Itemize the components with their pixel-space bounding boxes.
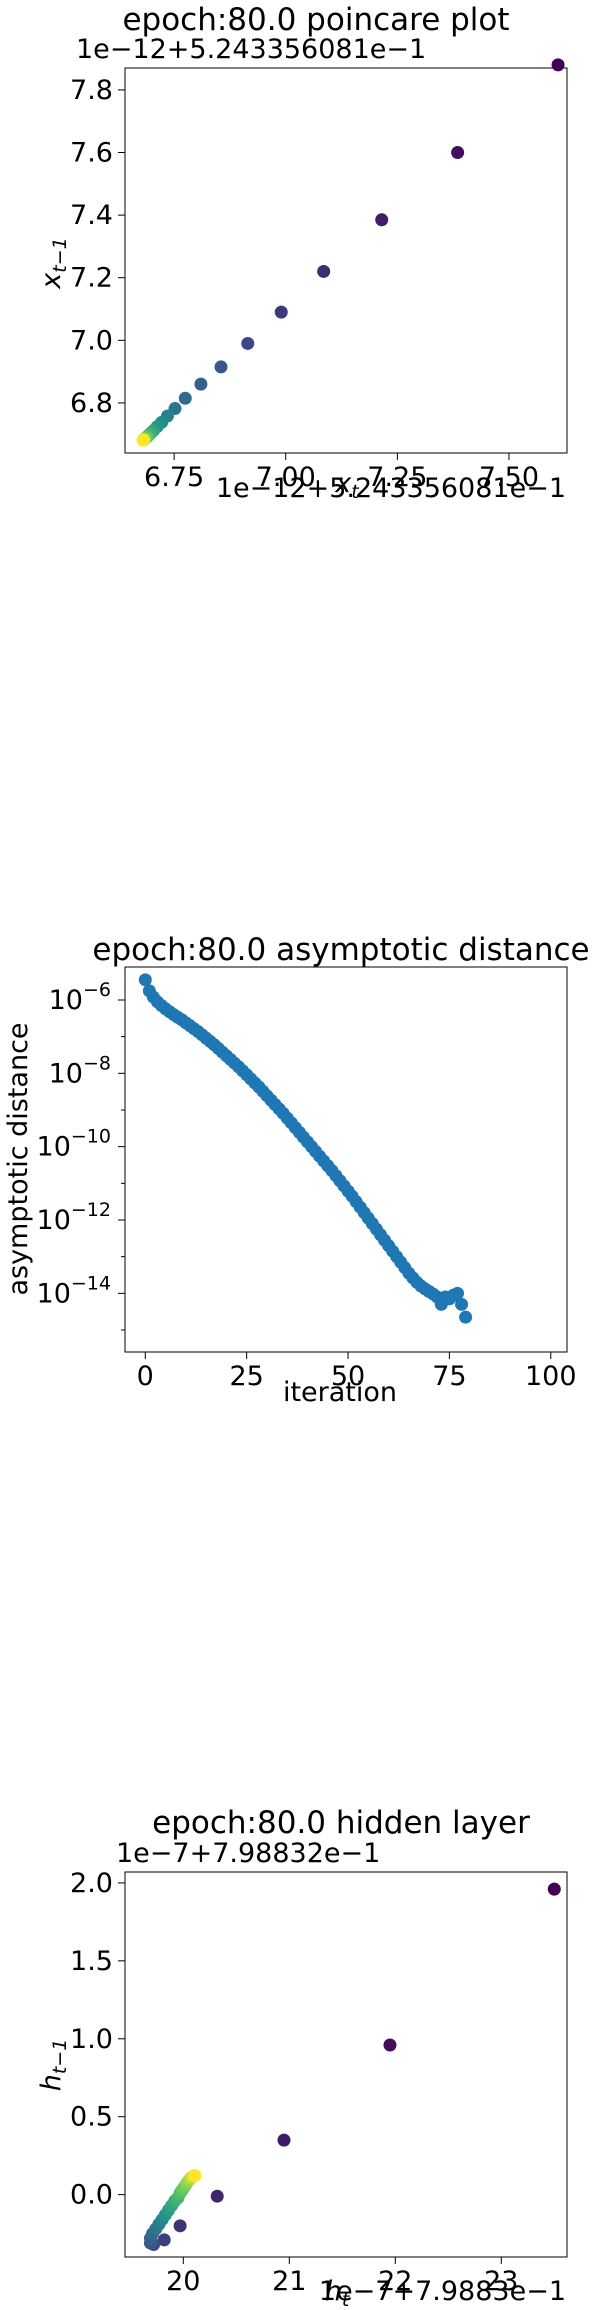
y-tick-label: 10−12 — [37, 1199, 111, 1236]
y-axis: 6.8 7.0 7.2 7.4 7.6 7.8 — [70, 75, 125, 419]
scatter-point — [241, 336, 255, 350]
asymptotic-distance-chart: epoch:80.0 asymptotic distance 0 25 50 75 10… — [3, 932, 590, 1408]
y-tick-label: 6.8 — [70, 388, 113, 419]
y-tick-label: 0.5 — [70, 2102, 113, 2133]
scatter-point — [551, 58, 565, 72]
scatter-point — [375, 213, 389, 227]
plot-area — [124, 966, 568, 1353]
plot-area — [124, 1871, 568, 2258]
scatter-point — [451, 146, 465, 160]
x-tick-label: 20 — [166, 2266, 200, 2297]
y-axis: 0.0 0.5 1.0 1.5 2.0 — [70, 1868, 125, 2211]
y-axis-label: ht−1 — [36, 2039, 71, 2092]
x-tick-label: 100 — [525, 1361, 577, 1392]
scatter-point — [136, 433, 150, 447]
x-axis: 6.75 7.00 7.25 7.50 — [144, 453, 539, 493]
scatter-point — [210, 2189, 224, 2203]
x-tick-label: 75 — [432, 1361, 466, 1392]
x-tick-label: 25 — [229, 1361, 263, 1392]
y-tick-label: 10−6 — [49, 979, 111, 1016]
x-axis: 0 25 50 75 100 — [137, 1352, 577, 1392]
scatter-points — [136, 58, 565, 447]
scatter-point — [451, 1286, 465, 1300]
scatter-point — [317, 264, 331, 278]
scatter-point — [138, 973, 152, 987]
scatter-point — [214, 360, 228, 374]
scatter-point — [173, 2219, 187, 2233]
scatter-point — [277, 2133, 291, 2147]
y-axis-label: xt−1 — [36, 237, 71, 289]
y-tick-label: 0.0 — [70, 2180, 113, 2211]
y-offset-label: 1e−7+7.98832e−1 — [116, 1838, 380, 1869]
x-tick-label: 7.00 — [256, 462, 316, 493]
y-tick-label: 2.0 — [70, 1868, 113, 1899]
x-offset-label: 1e−12+5.243356081e−1 — [216, 473, 566, 504]
x-tick-label: 23 — [484, 2266, 518, 2297]
scatter-point — [188, 2169, 202, 2183]
x-offset-label: 1e−7+7.9883e−1 — [319, 2276, 566, 2307]
scatter-point — [178, 391, 192, 405]
y-tick-label: 7.6 — [70, 138, 113, 169]
y-tick-label: 1.0 — [70, 2024, 113, 2055]
y-tick-label: 7.0 — [70, 325, 113, 356]
x-tick-label: 22 — [378, 2266, 412, 2297]
chart-title: epoch:80.0 poincare plot — [122, 2, 509, 38]
y-tick-label: 10−8 — [49, 1052, 111, 1089]
y-tick-label: 1.5 — [70, 1946, 113, 1977]
x-tick-label: 6.75 — [144, 462, 204, 493]
scatter-point — [459, 1310, 473, 1324]
scatter-point — [383, 2038, 397, 2052]
y-tick-label: 7.2 — [70, 263, 113, 294]
y-tick-label: 10−14 — [37, 1272, 111, 1309]
y-axis: 10−6 10−8 10−10 10−12 10−14 — [37, 979, 125, 1331]
poincare-plot-chart: epoch:80.0 poincare plot 1e−12+5.2433560… — [36, 2, 568, 504]
y-tick-label: 7.4 — [70, 200, 113, 231]
scatter-point — [547, 1882, 561, 1896]
hidden-layer-chart: epoch:80.0 hidden layer 1e−7+7.98832e−1 … — [36, 1805, 568, 2310]
x-tick-label: 0 — [137, 1361, 154, 1392]
x-axis: 20 21 22 23 — [166, 2257, 518, 2297]
scatter-points — [143, 1882, 561, 2252]
y-axis-label: asymptotic distance — [3, 1022, 34, 1295]
scatter-point — [157, 2233, 171, 2247]
scatter-point — [194, 377, 208, 391]
x-tick-label: 7.50 — [479, 462, 539, 493]
x-tick-label: 7.25 — [367, 462, 427, 493]
chart-title: epoch:80.0 asymptotic distance — [92, 932, 589, 968]
y-offset-label: 1e−12+5.243356081e−1 — [76, 34, 426, 65]
chart-title: epoch:80.0 hidden layer — [152, 1805, 530, 1841]
x-tick-label: 50 — [331, 1361, 365, 1392]
scatter-point — [455, 1297, 469, 1311]
scatter-point — [274, 305, 288, 319]
x-axis-label: iteration — [283, 1377, 397, 1408]
x-tick-label: 21 — [272, 2266, 306, 2297]
plot-area — [124, 67, 568, 454]
y-tick-label: 7.8 — [70, 75, 113, 106]
scatter-points — [138, 973, 473, 1324]
y-tick-label: 10−10 — [37, 1126, 111, 1163]
